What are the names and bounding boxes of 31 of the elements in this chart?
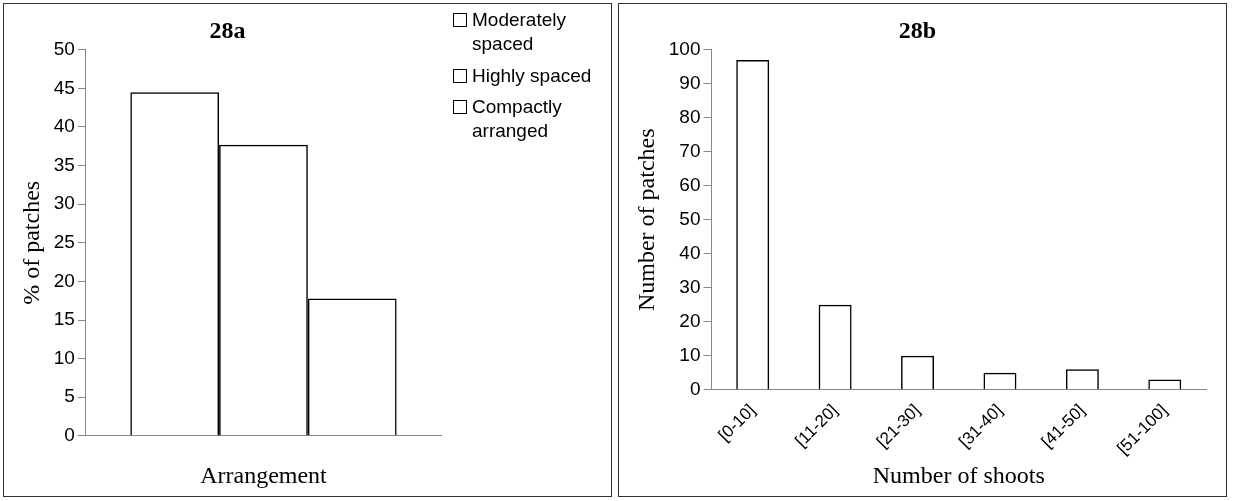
y-tick-label: 50 bbox=[53, 38, 75, 60]
y-tick-label: 60 bbox=[679, 173, 701, 195]
y-tick-label: 0 bbox=[64, 424, 75, 446]
legend-label: Highly spaced bbox=[472, 63, 592, 88]
y-tick-label: 5 bbox=[64, 385, 75, 407]
y-tick-label: 15 bbox=[53, 308, 75, 330]
y-tick-label: 70 bbox=[679, 139, 701, 161]
y-axis-title: Number of patches bbox=[632, 128, 659, 312]
x-axis-title: Number of shoots bbox=[872, 461, 1045, 488]
y-tick-label: 45 bbox=[53, 76, 75, 98]
y-tick-label: 100 bbox=[668, 38, 701, 60]
y-tick-label: 40 bbox=[679, 241, 701, 263]
y-tick-label: 30 bbox=[53, 192, 75, 214]
legend-label: Compactly arranged bbox=[472, 95, 563, 143]
y-tick-label: 90 bbox=[679, 72, 701, 94]
y-tick-label: 20 bbox=[53, 269, 75, 291]
y-tick-label: 30 bbox=[679, 275, 701, 297]
y-tick-label: 20 bbox=[679, 309, 701, 331]
y-tick-label: 35 bbox=[53, 153, 75, 175]
legend-label: Moderately spaced bbox=[472, 8, 567, 56]
y-tick-label: 50 bbox=[679, 207, 701, 229]
chart-title: 28b bbox=[898, 16, 937, 43]
y-tick-label: 10 bbox=[53, 346, 75, 368]
y-tick-label: 40 bbox=[53, 115, 75, 137]
x-axis-title: Arrangement bbox=[200, 461, 328, 488]
y-tick-label: 0 bbox=[689, 377, 701, 399]
y-tick-label: 10 bbox=[679, 343, 701, 365]
y-tick-label: 80 bbox=[679, 106, 701, 128]
y-tick-label: 25 bbox=[53, 231, 75, 253]
y-axis-title: % of patches bbox=[17, 180, 44, 305]
chart-title: 28a bbox=[209, 16, 246, 43]
